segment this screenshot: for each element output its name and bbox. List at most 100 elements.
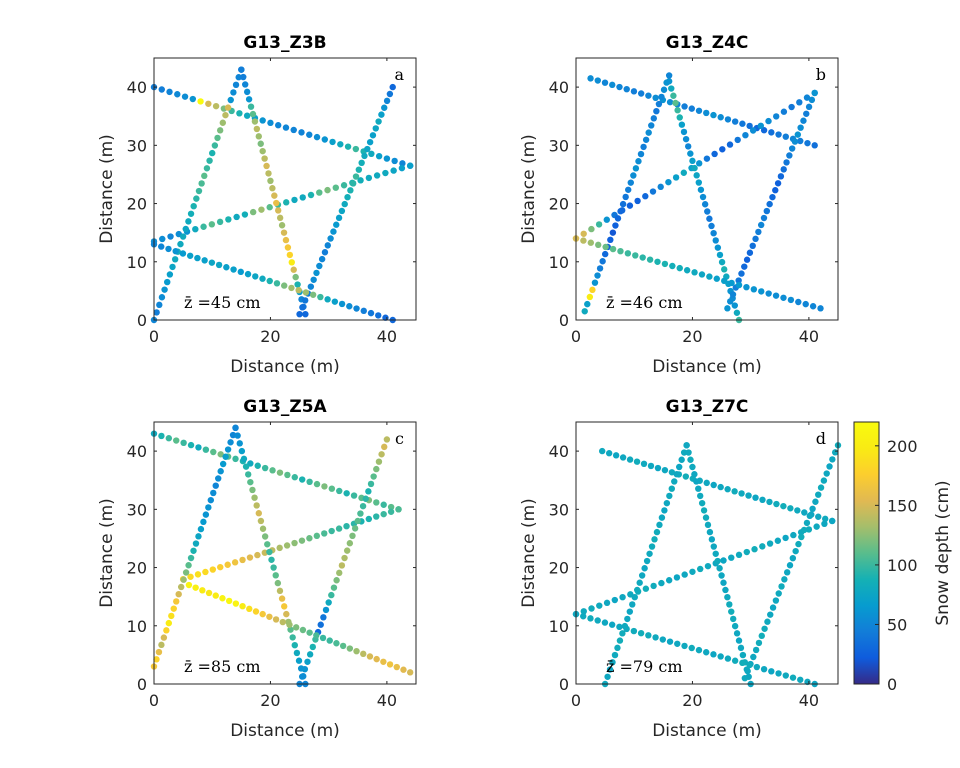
- point-t4-32: [831, 449, 839, 456]
- point-t2-19: [648, 543, 656, 550]
- point-t4-0: [724, 305, 731, 312]
- point-t1-16: [696, 160, 703, 167]
- point-t4-11: [325, 599, 332, 606]
- point-t4-9: [767, 611, 774, 618]
- point-t1-31: [406, 162, 414, 169]
- point-t1-1: [580, 230, 587, 237]
- point-t5-24: [746, 661, 753, 669]
- point-t2-1: [153, 309, 160, 316]
- point-t2-30: [224, 446, 232, 453]
- point-t1-24: [757, 122, 765, 129]
- point-t0-8: [645, 92, 652, 99]
- point-t1-3: [202, 568, 209, 576]
- point-t0-8: [212, 102, 220, 110]
- point-t3-31: [731, 302, 738, 309]
- point-t4-17: [344, 194, 351, 201]
- point-t1-32: [821, 520, 828, 527]
- colorbar: 0 50 100 150 200 Snow depth (cm): [853, 421, 953, 694]
- point-t4-26: [815, 491, 822, 498]
- point-t0-16: [703, 109, 710, 117]
- point-t5-17: [299, 626, 307, 634]
- point-t5-21: [326, 637, 333, 644]
- point-t2-24: [642, 136, 650, 143]
- point-t2-16: [622, 193, 629, 201]
- point-t3-9: [251, 494, 258, 501]
- point-t5-17: [273, 280, 281, 287]
- point-t2-17: [625, 186, 632, 193]
- point-t4-10: [322, 606, 330, 614]
- y-tick-label: 40: [549, 78, 569, 97]
- point-t2-30: [676, 463, 683, 471]
- point-t5-7: [624, 250, 632, 257]
- point-t4-9: [749, 242, 756, 250]
- point-t5-30: [795, 298, 802, 306]
- point-t3-13: [259, 525, 267, 532]
- point-t3-30: [295, 657, 303, 664]
- point-t5-11: [652, 634, 659, 641]
- panel-b: 0 20 40 0 10 20 30 40 G13_Z4C Distance (m) Distanc…: [519, 33, 839, 377]
- point-t5-29: [360, 307, 367, 315]
- point-t2-11: [609, 229, 617, 236]
- point-t4-21: [783, 159, 790, 166]
- point-t1-10: [650, 582, 657, 590]
- point-t4-13: [333, 221, 340, 228]
- point-t3-8: [682, 135, 690, 143]
- point-t4-17: [772, 187, 779, 194]
- point-t3-5: [247, 103, 255, 110]
- point-t2-32: [680, 449, 688, 456]
- point-t4-20: [349, 532, 356, 539]
- point-t5-2: [165, 245, 172, 253]
- point-t1-6: [619, 594, 626, 601]
- point-t1-5: [217, 563, 224, 571]
- point-t0-6: [197, 98, 204, 105]
- point-t1-11: [658, 579, 665, 587]
- panel-title: G13_Z7C: [666, 397, 749, 417]
- point-t5-5: [219, 595, 226, 602]
- point-t3-20: [708, 222, 715, 230]
- x-tick-label: 20: [260, 327, 280, 346]
- point-t0-22: [321, 136, 328, 143]
- point-t3-6: [249, 110, 257, 118]
- point-t1-27: [780, 108, 788, 115]
- y-tick-label: 40: [127, 442, 147, 461]
- point-t2-1: [584, 300, 591, 308]
- point-t3-0: [238, 66, 245, 73]
- point-t5-3: [595, 241, 602, 249]
- point-t3-11: [704, 521, 712, 529]
- point-t1-30: [398, 164, 406, 172]
- point-t4-25: [362, 495, 369, 502]
- point-t3-14: [261, 533, 269, 540]
- point-t1-28: [387, 508, 395, 515]
- point-t0-2: [165, 435, 173, 442]
- x-axis-label: Distance (m): [230, 357, 340, 377]
- point-t4-24: [364, 145, 371, 153]
- point-t2-14: [187, 210, 195, 217]
- point-t1-10: [649, 188, 657, 195]
- point-t2-24: [210, 489, 217, 497]
- y-tick-label: 0: [559, 311, 569, 330]
- point-t3-2: [670, 92, 677, 99]
- point-t4-9: [321, 249, 329, 256]
- point-t5-30: [386, 661, 394, 668]
- point-t3-18: [270, 564, 277, 571]
- point-t5-11: [230, 266, 237, 273]
- point-t3-5: [676, 114, 683, 121]
- point-t4-18: [343, 547, 351, 554]
- point-t2-18: [627, 179, 634, 186]
- point-t5-25: [353, 647, 360, 655]
- point-t3-27: [290, 266, 297, 273]
- point-t3-28: [292, 273, 299, 281]
- point-t1-31: [813, 523, 820, 530]
- point-t0-25: [773, 500, 780, 508]
- point-t0-26: [775, 131, 782, 138]
- point-t1-5: [611, 596, 619, 604]
- point-t4-22: [354, 517, 361, 525]
- point-t1-26: [365, 174, 373, 182]
- point-t2-6: [166, 271, 174, 278]
- points: [572, 72, 824, 324]
- point-t1-19: [307, 191, 315, 199]
- point-t5-5: [608, 621, 616, 628]
- point-t4-4: [306, 651, 314, 658]
- point-t0-22: [746, 122, 753, 130]
